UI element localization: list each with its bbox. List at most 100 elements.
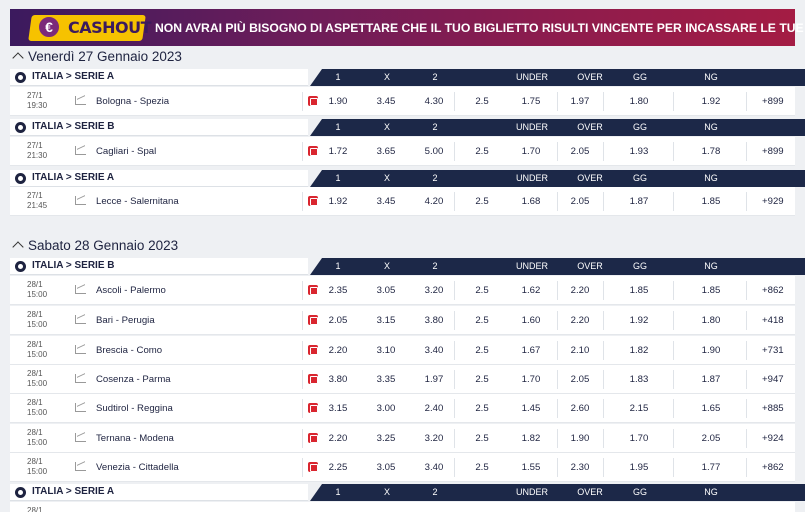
- odd-ox[interactable]: 3.25: [376, 433, 396, 444]
- odd-o1[interactable]: 1.72: [328, 146, 348, 157]
- match-teams[interactable]: Lecce - Salernitana: [96, 196, 179, 207]
- odd-under[interactable]: 1.82: [521, 433, 541, 444]
- odd-o1[interactable]: 2.05: [328, 315, 348, 326]
- odd-over[interactable]: 2.05: [570, 374, 590, 385]
- odd-ng[interactable]: 1.90: [701, 345, 721, 356]
- bet-boost-icon[interactable]: [308, 146, 318, 156]
- match-teams[interactable]: Cagliari - Spal: [96, 146, 157, 157]
- odd-o2[interactable]: 3.20: [424, 285, 444, 296]
- more-markets-link[interactable]: +731: [762, 345, 784, 356]
- day-header[interactable]: Venerdì 27 Gennaio 2023: [10, 49, 182, 69]
- more-markets-link[interactable]: +899: [762, 96, 784, 107]
- odd-ox[interactable]: 3.65: [376, 146, 396, 157]
- match-teams[interactable]: Bologna - Spezia: [96, 96, 170, 107]
- bet-boost-icon[interactable]: [308, 196, 318, 206]
- league-name[interactable]: ITALIA > SERIE B: [32, 260, 115, 271]
- league-name[interactable]: ITALIA > SERIE A: [32, 486, 115, 497]
- odd-over[interactable]: 2.05: [570, 196, 590, 207]
- odd-ng[interactable]: 1.92: [701, 96, 721, 107]
- match-row[interactable]: 28/1 15:00 Brescia - Como 2.20 3.10 3.40 2.5 1.…: [10, 336, 795, 365]
- odd-ox[interactable]: 3.10: [376, 345, 396, 356]
- odd-under[interactable]: 1.60: [521, 315, 541, 326]
- more-markets-link[interactable]: +947: [762, 374, 784, 385]
- odd-gg[interactable]: 1.95: [629, 462, 649, 473]
- odd-over[interactable]: 1.90: [570, 433, 590, 444]
- cashout-banner[interactable]: € CASHOUT NON AVRAI PIÙ BISOGNO DI ASPET…: [10, 9, 805, 46]
- odd-o1[interactable]: 2.25: [328, 462, 348, 473]
- odd-over[interactable]: 2.10: [570, 345, 590, 356]
- match-row[interactable]: 28/1 15:00 Ternana - Modena 2.20 3.25 3.20 2.5…: [10, 424, 795, 453]
- odd-o1[interactable]: 3.80: [328, 374, 348, 385]
- stats-chart-icon[interactable]: [75, 433, 86, 442]
- odd-ox[interactable]: 3.00: [376, 403, 396, 414]
- odd-gg[interactable]: 1.85: [629, 285, 649, 296]
- stats-chart-icon[interactable]: [75, 146, 86, 155]
- odd-ox[interactable]: 3.45: [376, 196, 396, 207]
- stats-chart-icon[interactable]: [75, 315, 86, 324]
- more-markets-link[interactable]: +862: [762, 285, 784, 296]
- odd-over[interactable]: 1.97: [570, 96, 590, 107]
- odd-ng[interactable]: 1.85: [701, 196, 721, 207]
- odd-gg[interactable]: 1.70: [629, 433, 649, 444]
- odd-ox[interactable]: 3.05: [376, 462, 396, 473]
- bet-boost-icon[interactable]: [308, 462, 318, 472]
- odd-o1[interactable]: 3.15: [328, 403, 348, 414]
- match-row[interactable]: 28/1 15:00 Sudtirol - Reggina 3.15 3.00 2.40 2…: [10, 394, 795, 423]
- odd-o2[interactable]: 3.40: [424, 345, 444, 356]
- odd-ox[interactable]: 3.05: [376, 285, 396, 296]
- odd-ox[interactable]: 3.35: [376, 374, 396, 385]
- chevron-up-icon[interactable]: [12, 52, 24, 64]
- match-teams[interactable]: Cosenza - Parma: [96, 374, 171, 385]
- day-header[interactable]: Sabato 28 Gennaio 2023: [10, 238, 178, 258]
- odd-o2[interactable]: 4.20: [424, 196, 444, 207]
- bet-boost-icon[interactable]: [308, 403, 318, 413]
- odd-o1[interactable]: 2.20: [328, 345, 348, 356]
- stats-chart-icon[interactable]: [75, 96, 86, 105]
- league-title-cell[interactable]: ITALIA > SERIE A: [10, 484, 308, 501]
- match-row[interactable]: 28/1 15:00 Venezia - Cittadella 2.25 3.05 3.4…: [10, 453, 795, 482]
- league-title-cell[interactable]: ITALIA > SERIE A: [10, 170, 308, 187]
- more-markets-link[interactable]: +899: [762, 146, 784, 157]
- odd-over[interactable]: 2.20: [570, 285, 590, 296]
- match-teams[interactable]: Ascoli - Palermo: [96, 285, 166, 296]
- odd-ng[interactable]: 2.05: [701, 433, 721, 444]
- odd-under[interactable]: 1.55: [521, 462, 541, 473]
- match-teams[interactable]: Venezia - Cittadella: [96, 462, 179, 473]
- odd-over[interactable]: 2.60: [570, 403, 590, 414]
- odd-gg[interactable]: 1.87: [629, 196, 649, 207]
- odd-gg[interactable]: 1.92: [629, 315, 649, 326]
- league-title-cell[interactable]: ITALIA > SERIE B: [10, 258, 308, 275]
- stats-chart-icon[interactable]: [75, 345, 86, 354]
- match-teams[interactable]: Ternana - Modena: [96, 433, 174, 444]
- odd-under[interactable]: 1.67: [521, 345, 541, 356]
- odd-under[interactable]: 1.62: [521, 285, 541, 296]
- odd-under[interactable]: 1.70: [521, 374, 541, 385]
- stats-chart-icon[interactable]: [75, 462, 86, 471]
- odd-o2[interactable]: 3.40: [424, 462, 444, 473]
- more-markets-link[interactable]: +929: [762, 196, 784, 207]
- stats-chart-icon[interactable]: [75, 374, 86, 383]
- odd-ng[interactable]: 1.65: [701, 403, 721, 414]
- odd-under[interactable]: 1.45: [521, 403, 541, 414]
- chevron-up-icon[interactable]: [12, 241, 24, 253]
- odd-o2[interactable]: 5.00: [424, 146, 444, 157]
- odd-gg[interactable]: 1.83: [629, 374, 649, 385]
- odd-over[interactable]: 2.30: [570, 462, 590, 473]
- match-row[interactable]: 28/1: [10, 502, 795, 512]
- odd-ng[interactable]: 1.85: [701, 285, 721, 296]
- odd-under[interactable]: 1.70: [521, 146, 541, 157]
- match-row[interactable]: 27/1 21:30 Cagliari - Spal 1.72 3.65 5.00 2.5 1…: [10, 137, 795, 166]
- match-row[interactable]: 28/1 15:00 Cosenza - Parma 3.80 3.35 1.97 2.5 1…: [10, 365, 795, 394]
- odd-o2[interactable]: 4.30: [424, 96, 444, 107]
- bet-boost-icon[interactable]: [308, 374, 318, 384]
- odd-ox[interactable]: 3.15: [376, 315, 396, 326]
- odd-ng[interactable]: 1.80: [701, 315, 721, 326]
- match-teams[interactable]: Brescia - Como: [96, 345, 163, 356]
- bet-boost-icon[interactable]: [308, 285, 318, 295]
- odd-o1[interactable]: 2.35: [328, 285, 348, 296]
- bet-boost-icon[interactable]: [308, 345, 318, 355]
- odd-gg[interactable]: 2.15: [629, 403, 649, 414]
- odd-gg[interactable]: 1.80: [629, 96, 649, 107]
- odd-under[interactable]: 1.68: [521, 196, 541, 207]
- odd-o1[interactable]: 1.90: [328, 96, 348, 107]
